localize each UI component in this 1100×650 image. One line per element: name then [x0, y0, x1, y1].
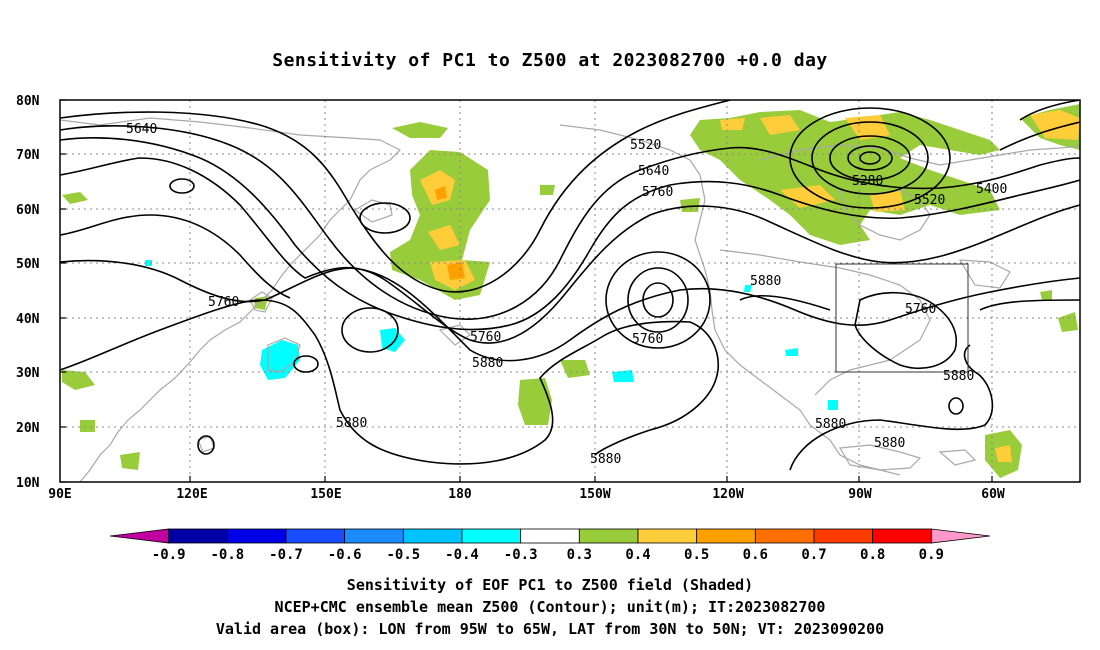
colorbar-tick-label: -0.3 — [504, 547, 538, 563]
colorbar-segment — [168, 528, 228, 544]
z500-contours — [60, 100, 1080, 471]
colorbar-tick-label: -0.5 — [386, 547, 420, 563]
contour-label: 5760 — [632, 332, 663, 347]
contour-label: 5880 — [750, 274, 781, 289]
colorbar-tick-label: -0.9 — [152, 547, 186, 563]
colorbar-tick-label: -0.4 — [445, 547, 479, 563]
colorbar-segment — [813, 528, 874, 544]
latitude-labels: 80N 70N 60N 50N 40N 30N 20N 10N — [16, 94, 40, 491]
colorbar-tick-label: -0.8 — [210, 547, 244, 563]
colorbar-high-extend — [930, 528, 991, 544]
contour-label: 5640 — [126, 122, 157, 137]
map-frame — [59, 99, 1081, 483]
colorbar: -0.9 -0.8 -0.7 -0.6 -0.5 -0.4 -0.3 0.3 0.4 0.5 0.6… — [109, 528, 991, 563]
axis-ticks — [60, 99, 993, 483]
contour-label: 5880 — [472, 356, 503, 371]
contour-label: 5280 — [852, 174, 883, 189]
map-title: Sensitivity of PC1 to Z500 at 2023082700… — [272, 50, 828, 71]
lon-label: 150W — [579, 487, 610, 502]
lon-label: 90E — [48, 487, 71, 502]
lat-label: 70N — [16, 148, 40, 163]
lon-label: 90W — [848, 487, 872, 502]
lat-label: 50N — [16, 257, 40, 272]
contour-label: 5760 — [642, 185, 673, 200]
coastlines — [60, 117, 1080, 482]
colorbar-tick-label: 0.5 — [684, 547, 709, 563]
colorbar-segment — [344, 528, 404, 544]
colorbar-segment — [226, 528, 287, 544]
colorbar-segment — [285, 528, 346, 544]
colorbar-segment — [520, 528, 580, 544]
lat-label: 10N — [16, 476, 40, 491]
contour-label: 5520 — [914, 193, 945, 208]
contour-label: 5640 — [638, 164, 669, 179]
lat-label: 80N — [16, 94, 40, 109]
colorbar-segment — [872, 528, 932, 544]
contour-label: 5400 — [976, 182, 1007, 197]
caption-line-2: NCEP+CMC ensemble mean Z500 (Contour); u… — [274, 598, 826, 616]
colorbar-tick-label: 0.8 — [860, 547, 885, 563]
colorbar-segment — [754, 528, 815, 544]
gridlines — [60, 100, 1080, 482]
contour-labels: 5640 5520 5640 5760 5280 5400 5520 5760 … — [126, 122, 1007, 467]
contour-label: 5880 — [815, 417, 846, 432]
contour-label: 5760 — [905, 302, 936, 317]
colorbar-segment — [696, 528, 756, 544]
colorbar-tick-label: 0.9 — [919, 547, 944, 563]
contour-label: 5880 — [590, 452, 621, 467]
caption-line-1: Sensitivity of EOF PC1 to Z500 field (Sh… — [346, 576, 754, 594]
colorbar-segment — [402, 528, 463, 544]
colorbar-tick-label: -0.6 — [328, 547, 362, 563]
colorbar-segment — [637, 528, 698, 544]
longitude-labels: 90E 120E 150E 180 150W 120W 90W 60W — [48, 487, 1005, 502]
colorbar-tick-label: 0.6 — [743, 547, 768, 563]
colorbar-low-extend — [109, 528, 170, 544]
colorbar-segment — [461, 528, 522, 544]
lon-label: 150E — [310, 487, 341, 502]
lat-label: 40N — [16, 312, 40, 327]
colorbar-segment — [578, 528, 639, 544]
lon-label: 180 — [448, 487, 472, 502]
lon-label: 120W — [712, 487, 743, 502]
valid-area-box — [835, 263, 969, 373]
lon-label: 120E — [176, 487, 207, 502]
contour-label: 5760 — [208, 295, 239, 310]
lat-label: 30N — [16, 366, 40, 381]
colorbar-tick-label: 0.7 — [801, 547, 826, 563]
contour-label: 5880 — [874, 436, 905, 451]
lat-label: 60N — [16, 203, 40, 218]
colorbar-tick-label: 0.3 — [567, 547, 592, 563]
figure-caption: Sensitivity of EOF PC1 to Z500 field (Sh… — [0, 574, 1100, 640]
colorbar-tick-label: -0.7 — [269, 547, 303, 563]
colorbar-tick-label: 0.4 — [625, 547, 650, 563]
contour-label: 5880 — [943, 369, 974, 384]
contour-label: 5760 — [470, 330, 501, 345]
lat-label: 20N — [16, 421, 40, 436]
contour-label: 5880 — [336, 416, 367, 431]
contour-label: 5520 — [630, 138, 661, 153]
caption-line-3: Valid area (box): LON from 95W to 65W, L… — [215, 620, 885, 638]
lon-label: 60W — [981, 487, 1005, 502]
